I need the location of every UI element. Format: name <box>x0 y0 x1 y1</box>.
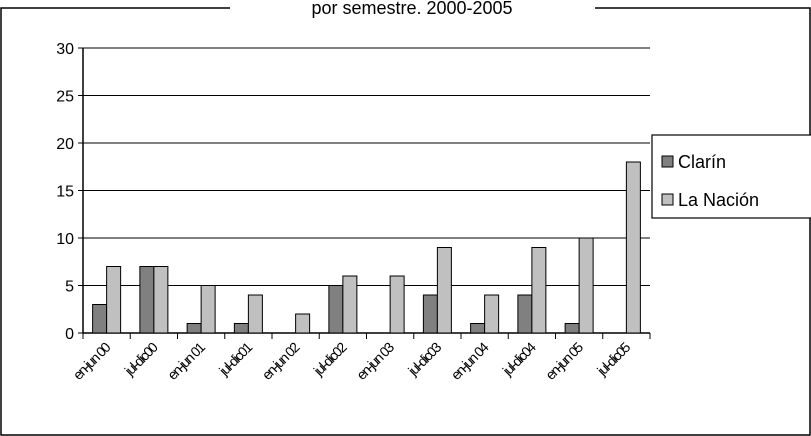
legend-box <box>651 134 811 219</box>
bar-clarin <box>92 304 108 334</box>
bar-la-nacion <box>436 247 452 334</box>
bars <box>92 161 641 334</box>
bar-clarin <box>422 294 438 334</box>
chart-border <box>0 7 811 436</box>
bar-clarin <box>139 266 155 334</box>
bar-clarin <box>517 294 533 334</box>
legend-label-la-nacion: La Nación <box>678 190 759 210</box>
y-tick-label: 15 <box>56 184 74 201</box>
bar-clarin <box>233 323 249 334</box>
legend-swatch-clarin <box>661 155 674 168</box>
y-tick-labels: 0 5 10 15 20 25 30 <box>56 41 74 343</box>
axes <box>78 47 651 339</box>
legend-swatch-la-nacion <box>661 193 674 206</box>
bar-clarin <box>564 323 580 334</box>
bar-la-nacion <box>578 237 594 334</box>
y-tick-label: 30 <box>56 41 74 58</box>
bar-la-nacion <box>389 275 405 334</box>
bar-la-nacion <box>247 294 263 334</box>
legend: Clarín La Nación <box>651 134 811 219</box>
bar-clarin <box>186 323 202 334</box>
bar-la-nacion <box>531 247 547 334</box>
y-tick-label: 20 <box>56 136 74 153</box>
bar-la-nacion <box>342 275 358 334</box>
title-background <box>230 0 595 20</box>
legend-label-clarin: Clarín <box>678 152 726 172</box>
chart-title: por semestre. 2000-2005 <box>311 0 512 18</box>
bar-clarin <box>328 285 344 334</box>
gridlines <box>83 47 650 286</box>
bar-la-nacion <box>153 266 169 334</box>
bar-la-nacion <box>295 313 311 334</box>
bar-la-nacion <box>106 266 122 334</box>
y-tick-label: 10 <box>56 231 74 248</box>
y-tick-label: 5 <box>65 279 74 296</box>
y-tick-label: 0 <box>65 326 74 343</box>
bar-la-nacion <box>625 161 641 334</box>
bar-la-nacion <box>200 285 216 334</box>
bar-clarin <box>470 323 486 334</box>
bar-la-nacion <box>484 294 500 334</box>
y-tick-label: 25 <box>56 89 74 106</box>
